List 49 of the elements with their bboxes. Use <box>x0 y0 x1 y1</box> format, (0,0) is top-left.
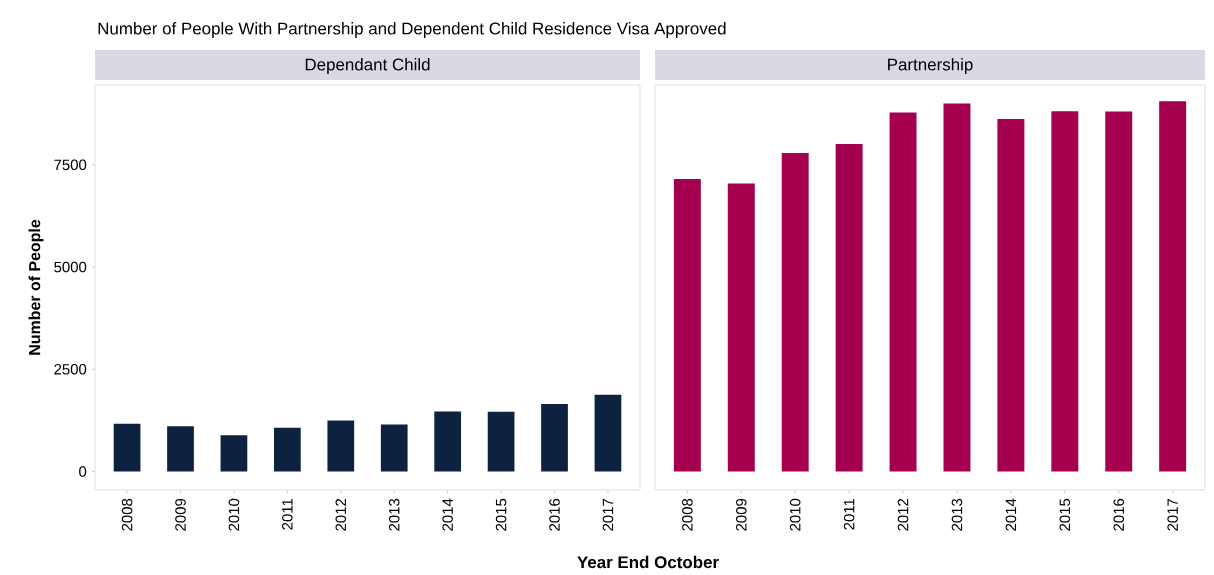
bar <box>487 411 515 472</box>
bar <box>327 420 355 472</box>
x-tick-label: 2011 <box>282 498 293 530</box>
bar <box>781 152 809 472</box>
bar <box>1159 101 1187 472</box>
bar <box>943 103 971 472</box>
bar <box>274 427 301 472</box>
chart-subtitle: Partnership <box>888 58 973 74</box>
bar <box>1105 111 1133 472</box>
x-tick-label: 2009 <box>735 498 747 531</box>
bar <box>997 118 1025 472</box>
x-tick-label: 2012 <box>897 498 909 531</box>
x-tick-label: 2010 <box>228 498 240 531</box>
x-tick-label: 2010 <box>789 498 801 531</box>
bar <box>380 424 408 472</box>
x-tick-label: 2011 <box>843 498 855 530</box>
y-axis-title: Number of People <box>28 219 44 355</box>
x-tick-label: 2015 <box>495 498 507 531</box>
x-tick-label: 2017 <box>1167 498 1178 531</box>
bar <box>1051 111 1079 472</box>
bar <box>889 112 917 472</box>
x-tick-label: 2017 <box>602 498 614 531</box>
y-tick-label: 5000 <box>54 261 87 273</box>
x-tick-label: 2013 <box>388 498 400 531</box>
x-tick-label: 2008 <box>682 498 693 531</box>
chart-subtitle: Dependant Child <box>305 58 430 74</box>
x-tick-label: 2009 <box>175 498 186 531</box>
bar <box>673 179 701 472</box>
x-tick-label: 2012 <box>335 498 347 531</box>
bar <box>167 426 194 472</box>
bar <box>835 143 863 472</box>
x-tick-label: 2016 <box>1113 498 1125 531</box>
x-axis-title: Year End October <box>577 555 719 569</box>
bar <box>594 394 622 472</box>
x-tick-label: 2015 <box>1059 498 1071 531</box>
chart-title: Number of People With Partnership and Dependent Child Residence Visa Approved <box>98 22 726 38</box>
x-tick-label: 2013 <box>951 498 963 531</box>
y-tick-label: 2500 <box>54 364 87 375</box>
y-tick-label: 7500 <box>54 159 87 171</box>
x-tick-label: 2016 <box>549 498 560 531</box>
bar <box>220 435 248 472</box>
x-tick-label: 2014 <box>442 498 453 531</box>
bar <box>113 423 141 472</box>
bar <box>727 183 755 472</box>
y-tick-label: 0 <box>79 466 87 477</box>
x-tick-label: 2014 <box>1005 498 1017 531</box>
bar <box>434 411 462 472</box>
x-tick-label: 2008 <box>121 498 133 531</box>
bar <box>541 404 568 472</box>
